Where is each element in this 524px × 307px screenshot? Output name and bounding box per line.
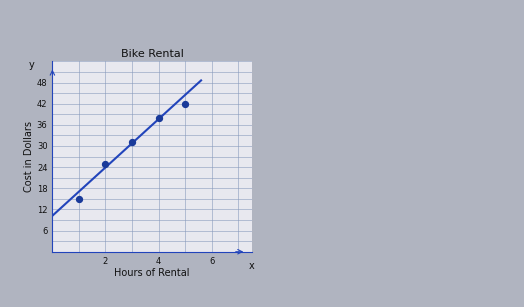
Text: y: y	[28, 60, 34, 70]
Point	[128, 140, 136, 145]
Point	[155, 115, 163, 120]
Point	[101, 161, 110, 166]
Point	[75, 196, 83, 201]
Text: x: x	[249, 261, 254, 271]
X-axis label: Hours of Rental: Hours of Rental	[114, 268, 190, 278]
Title: Bike Rental: Bike Rental	[121, 49, 183, 59]
Point	[181, 101, 189, 106]
Y-axis label: Cost in Dollars: Cost in Dollars	[24, 121, 34, 192]
